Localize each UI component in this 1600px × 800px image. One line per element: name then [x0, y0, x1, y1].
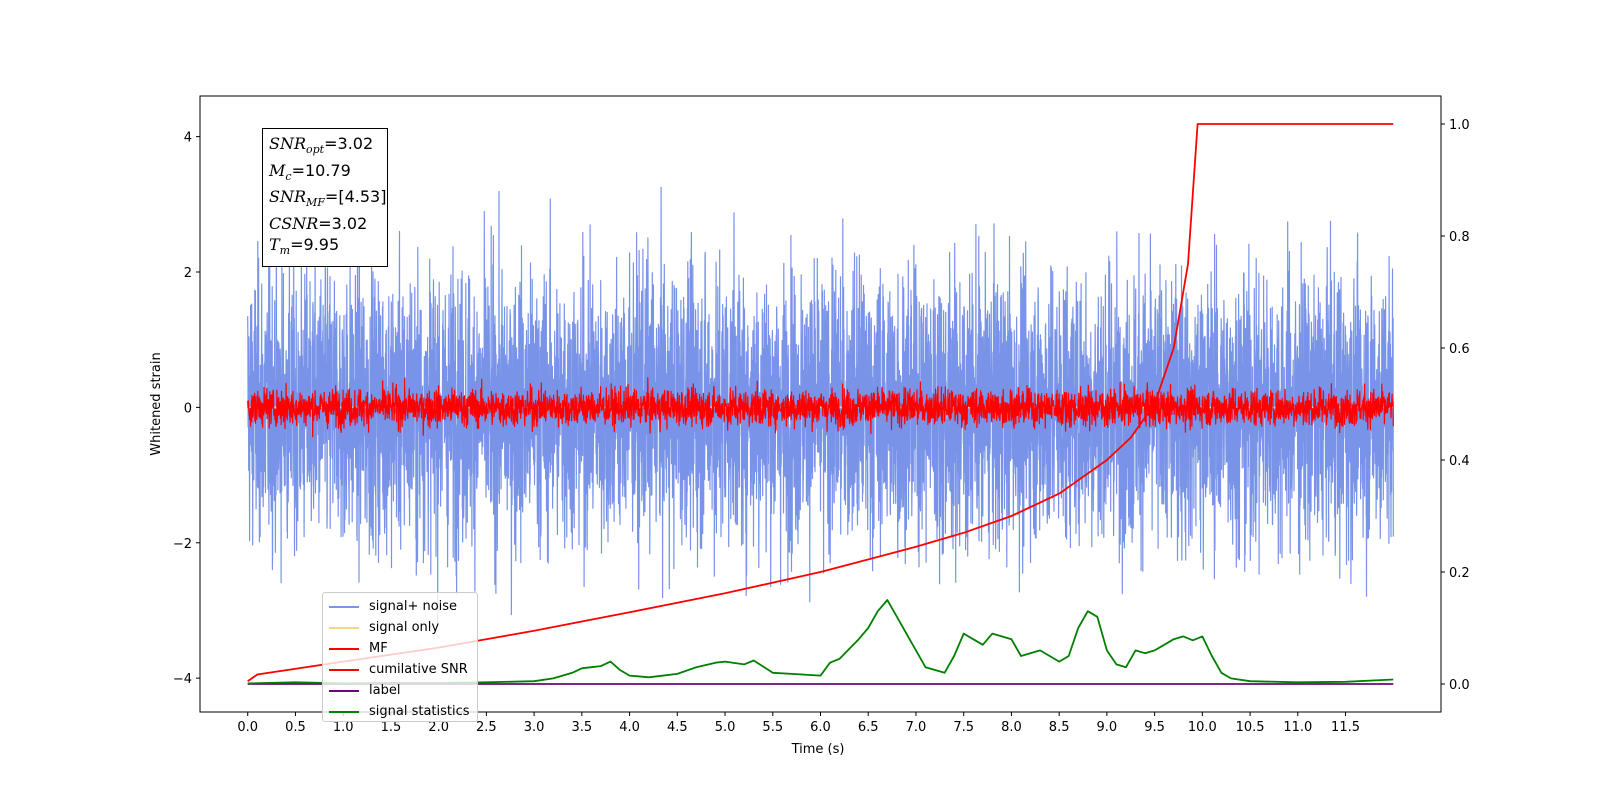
x-axis-label: Time (s)	[791, 742, 845, 757]
x-tick-label: 8.5	[1049, 720, 1070, 735]
x-tick-label: 3.0	[524, 720, 545, 735]
legend-item-mf: MF	[323, 638, 477, 659]
y2-tick-label: 0.4	[1449, 454, 1470, 469]
y2-tick-label: 0.8	[1449, 230, 1470, 245]
y2-tick-label: 0.6	[1449, 342, 1470, 357]
x-tick-label: 6.5	[858, 720, 879, 735]
y-tick-label: −4	[173, 672, 192, 687]
legend-swatch	[329, 605, 359, 608]
y-axis-label: Whitened strain	[149, 352, 164, 455]
x-tick-label: 0.5	[285, 720, 306, 735]
x-tick-label: 11.5	[1331, 720, 1360, 735]
x-tick-label: 1.5	[381, 720, 402, 735]
x-tick-label: 10.5	[1236, 720, 1265, 735]
x-tick-label: 4.5	[667, 720, 688, 735]
x-tick-label: 3.5	[572, 720, 593, 735]
legend-swatch	[329, 710, 359, 713]
legend-item-signal-statistics: signal statistics	[323, 701, 477, 722]
x-tick-label: 8.0	[1001, 720, 1022, 735]
tick-layer: 0.0 0.5 1.0 1.5 2.0 2.5 3.0 3.5 4.0 4.5 5.0 5.5 6.0 6…	[173, 118, 1470, 735]
series-mf	[247, 377, 1394, 438]
legend-item-cumulative-snr: cumilative SNR	[323, 659, 477, 680]
y-tick-label: 0	[184, 401, 192, 416]
annotation-chirp-mass: Mc=10.79	[269, 160, 351, 183]
legend-item-label: label	[323, 680, 477, 701]
legend: signal+ noise signal only MF cumilative …	[322, 592, 478, 722]
x-tick-label: 0.0	[237, 720, 258, 735]
legend-swatch	[329, 626, 359, 629]
x-tick-label: 7.0	[906, 720, 927, 735]
x-tick-label: 1.0	[333, 720, 354, 735]
y2-tick-label: 1.0	[1449, 118, 1470, 133]
annotation-snr-mf: SNRMF=[4.53]	[269, 187, 387, 210]
x-tick-label: 5.0	[715, 720, 736, 735]
legend-swatch	[329, 689, 359, 692]
series-signal-statistics	[247, 599, 1394, 685]
x-tick-label: 9.5	[1144, 720, 1165, 735]
x-tick-label: 11.0	[1283, 720, 1312, 735]
legend-item-signal-only: signal only	[323, 617, 477, 638]
x-tick-label: 6.0	[810, 720, 831, 735]
y2-tick-label: 0.0	[1449, 678, 1470, 693]
y-tick-label: 2	[184, 266, 192, 281]
series-signal-noise	[247, 186, 1394, 625]
legend-swatch	[329, 668, 359, 671]
x-tick-label: 7.5	[953, 720, 974, 735]
y-tick-label: −2	[173, 537, 192, 552]
series-cumulative-snr	[247, 123, 1394, 682]
annotation-merger-time: Tm=9.95	[269, 234, 340, 257]
legend-swatch	[329, 647, 359, 650]
x-tick-label: 9.0	[1097, 720, 1118, 735]
annotation-snr-opt: SNRopt=3.02	[269, 134, 374, 157]
x-tick-label: 4.0	[619, 720, 640, 735]
x-tick-label: 10.0	[1188, 720, 1217, 735]
y2-tick-label: 0.2	[1449, 566, 1470, 581]
legend-item-signal-noise: signal+ noise	[323, 596, 477, 617]
x-tick-label: 5.5	[762, 720, 783, 735]
annotation-csnr: CSNR=3.02	[269, 214, 368, 234]
y-tick-label: 4	[184, 131, 192, 146]
x-tick-label: 2.0	[428, 720, 449, 735]
x-tick-label: 2.5	[476, 720, 497, 735]
annotation-box: SNRopt=3.02 Mc=10.79 SNRMF=[4.53] CSNR=3…	[262, 128, 388, 268]
